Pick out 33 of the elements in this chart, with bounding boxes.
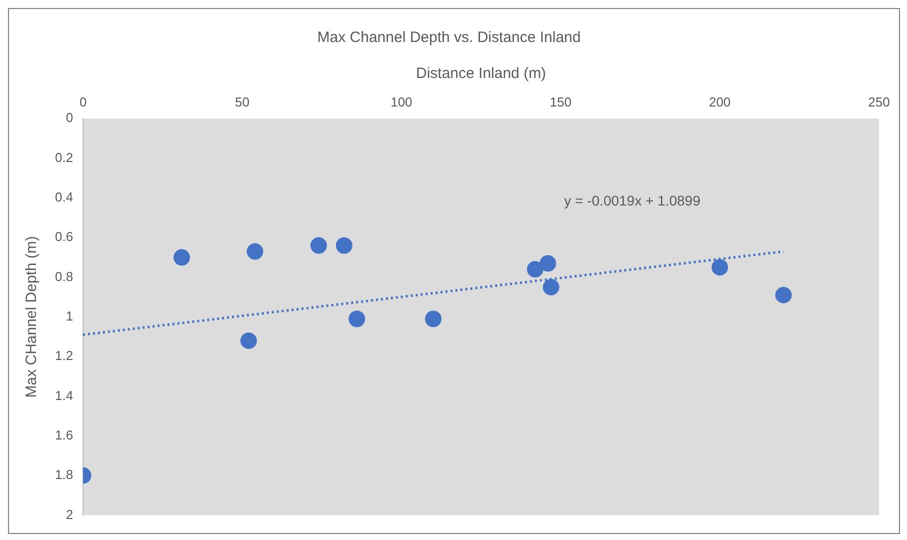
point bbox=[174, 249, 190, 266]
chart-title: Max Channel Depth vs. Distance Inland bbox=[317, 29, 581, 46]
point bbox=[526, 261, 544, 278]
y-tick-label: 1.8 bbox=[54, 467, 74, 482]
y-tick-label: 0.2 bbox=[54, 150, 74, 165]
y-tick-label: 1.4 bbox=[54, 388, 74, 403]
point bbox=[246, 243, 264, 260]
y-tick-label: 0 bbox=[66, 110, 74, 126]
point bbox=[542, 278, 560, 296]
y-tick-label: 1.6 bbox=[54, 427, 74, 442]
y-tick-label: 1.2 bbox=[54, 348, 74, 364]
x-tick-label: 0 bbox=[79, 94, 87, 110]
point bbox=[775, 286, 792, 304]
y-tick-label: 0.6 bbox=[54, 229, 74, 244]
point bbox=[310, 237, 327, 254]
x-tick-label: 100 bbox=[390, 94, 412, 110]
x-axis-title: Distance Inland (m) bbox=[416, 65, 546, 82]
x-tick-label: 50 bbox=[235, 94, 250, 110]
point bbox=[425, 310, 442, 328]
y-tick-label: 2 bbox=[66, 506, 74, 522]
y-tick-label: 0.8 bbox=[54, 268, 74, 284]
x-tick-label: 200 bbox=[708, 94, 731, 110]
point bbox=[540, 255, 556, 272]
x-tick-label: 150 bbox=[550, 94, 572, 110]
annotation: y = -0.0019x + 1.0899 bbox=[564, 192, 701, 209]
x-tick-label: 250 bbox=[868, 94, 890, 110]
point bbox=[240, 332, 257, 349]
y-tick-label: 0.4 bbox=[54, 190, 74, 204]
point bbox=[336, 237, 352, 254]
point bbox=[348, 310, 366, 328]
y-tick-label: 1 bbox=[66, 308, 74, 324]
point bbox=[712, 259, 728, 276]
y-axis-title: Max CHannel Depth (m) bbox=[23, 236, 40, 398]
